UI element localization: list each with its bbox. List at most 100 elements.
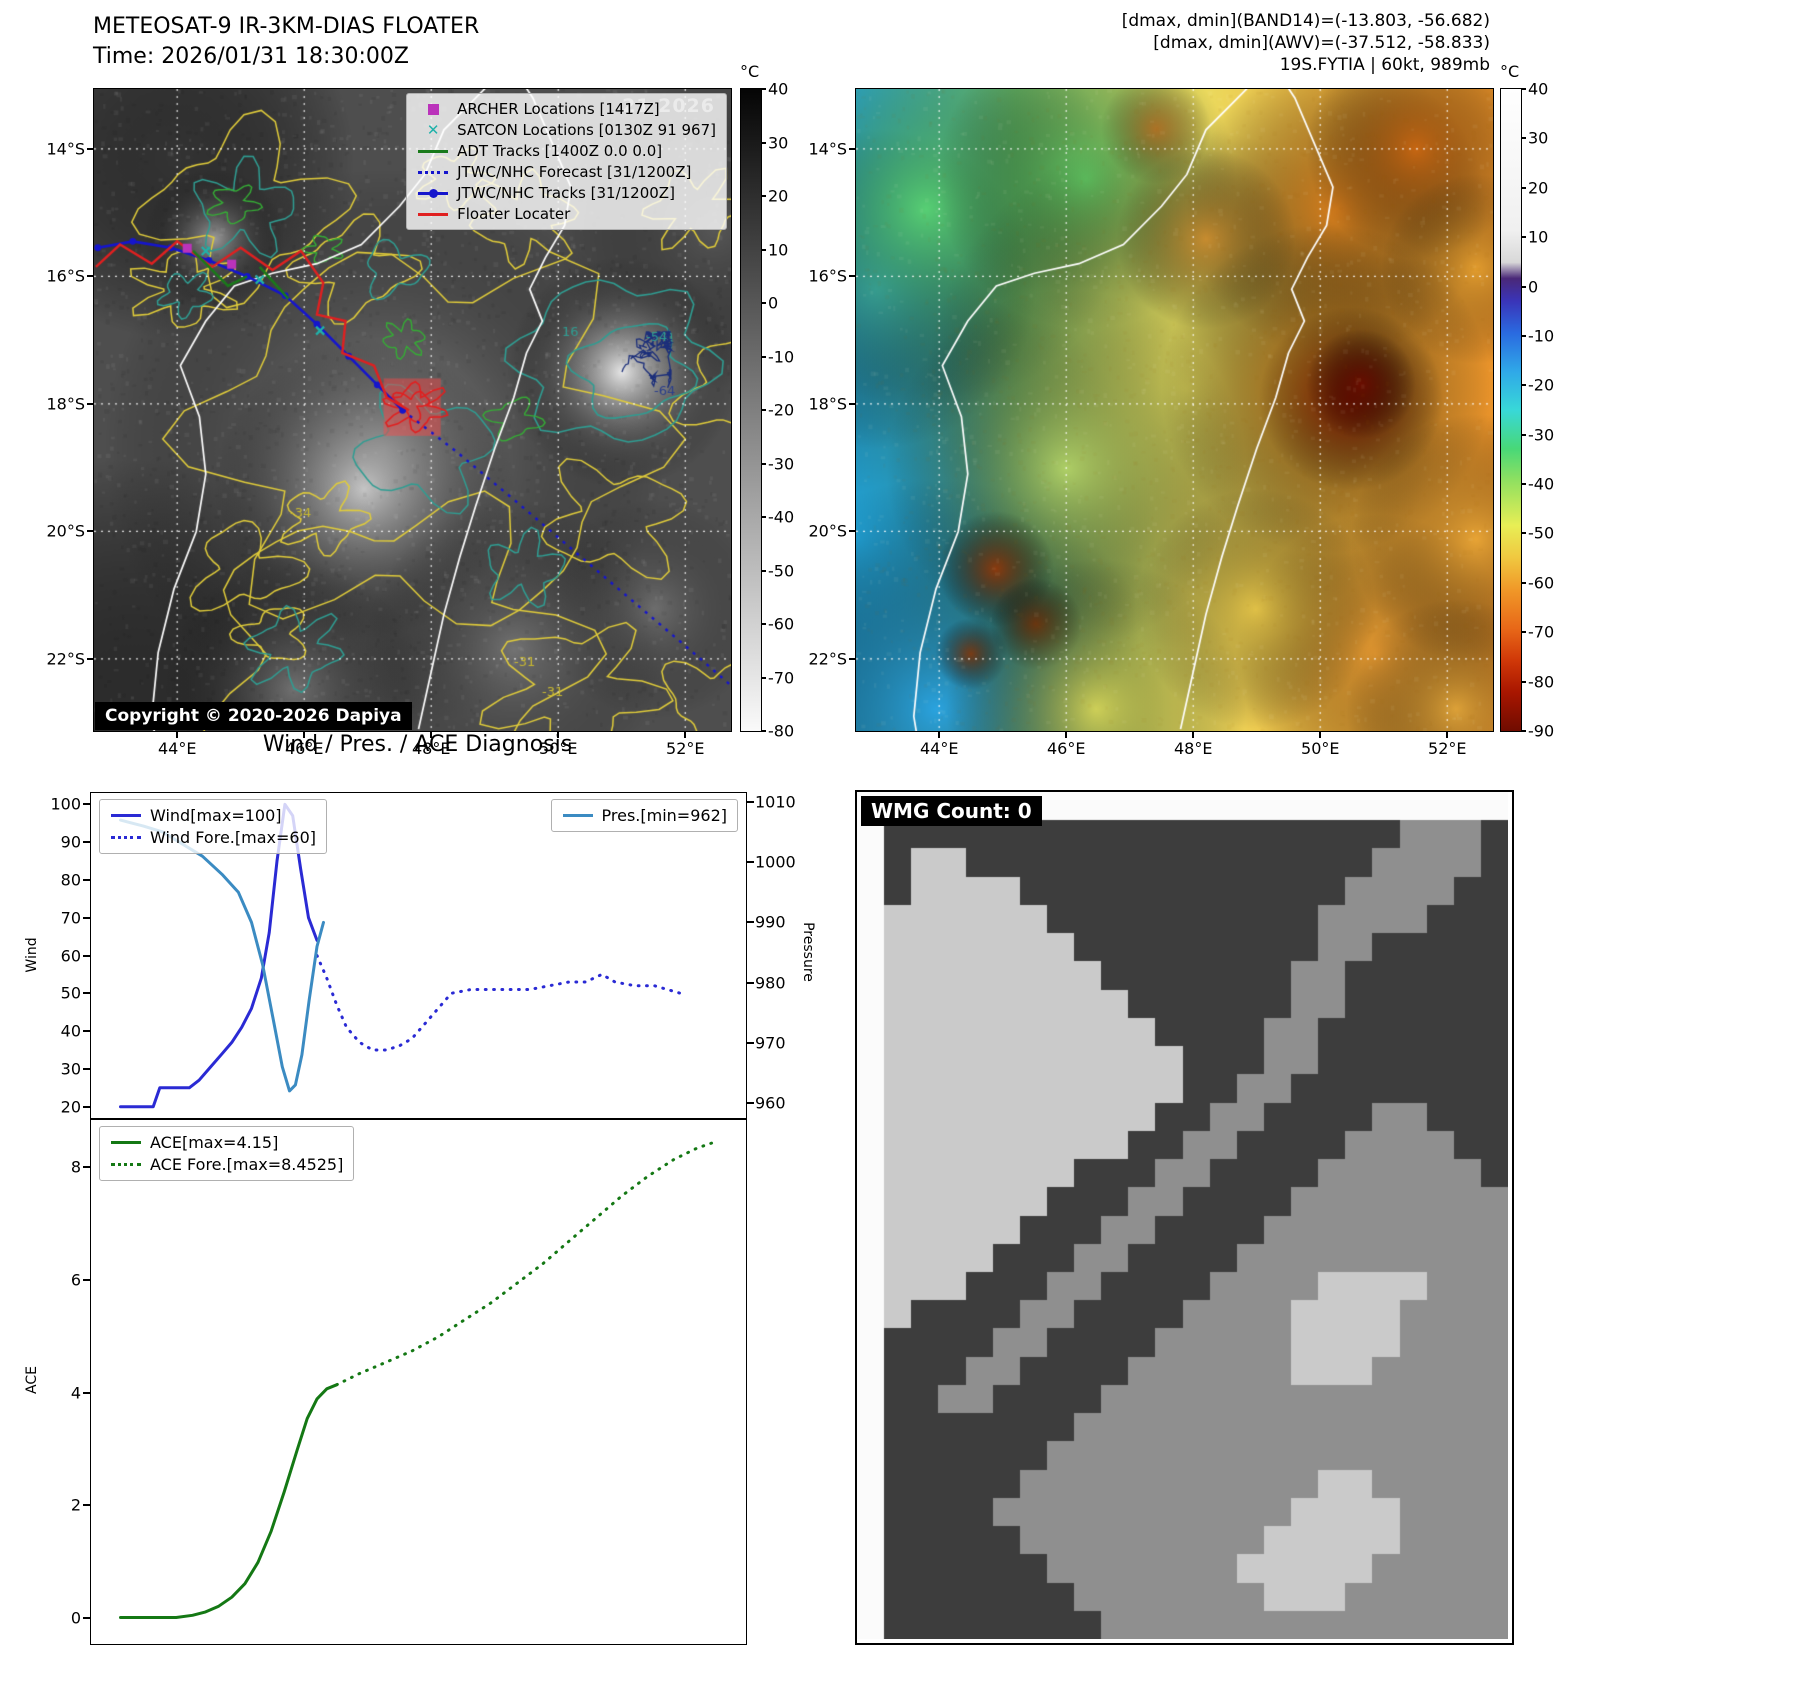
lon-tick-mark xyxy=(303,731,306,738)
colorbar-tick-label: -10 xyxy=(1528,326,1555,346)
series-line xyxy=(315,954,682,1052)
colorbar-unit-left: °C xyxy=(740,62,760,81)
legend-marker-x: ✕ xyxy=(426,121,440,139)
lon-tick-mark xyxy=(938,731,941,738)
lat-tick-mark xyxy=(87,275,94,278)
lat-tick-label: 14°S xyxy=(808,139,847,159)
legend-marker-line xyxy=(417,207,449,221)
lon-tick-label: 48°E xyxy=(412,739,451,758)
lat-tick-label: 18°S xyxy=(46,394,85,414)
colorbar-tick-mark xyxy=(761,623,766,625)
legend-item: ✕ SATCON Locations [0130Z 91 967] xyxy=(417,121,716,139)
y2-tick-label: 960 xyxy=(755,1093,786,1113)
lat-tick-label: 18°S xyxy=(808,394,847,414)
colorbar-tick-label: -70 xyxy=(1528,622,1555,642)
y2-tick-mark xyxy=(746,861,754,864)
legend-label: JTWC/NHC Tracks [31/1200Z] xyxy=(457,184,675,202)
y-tick-mark xyxy=(83,1279,91,1282)
legend-marker-line xyxy=(110,809,142,823)
y-tick-mark xyxy=(83,1617,91,1620)
colorbar-tick-label: -70 xyxy=(768,668,795,687)
y-tick-mark xyxy=(83,992,91,995)
legend-item: JTWC/NHC Forecast [31/1200Z] xyxy=(417,163,716,181)
ir-color-satellite-image xyxy=(856,89,1493,731)
storm-info-header: [dmax, dmin](BAND14)=(-13.803, -56.682) … xyxy=(1122,10,1490,76)
colorbar-tick-mark xyxy=(761,730,766,732)
colorbar-tick-mark xyxy=(761,516,766,518)
lat-tick-mark xyxy=(849,530,856,533)
legend-label: ACE[max=4.15] xyxy=(150,1132,279,1152)
y-tick-label: 100 xyxy=(50,794,81,814)
legend-marker-line-dot xyxy=(417,186,449,200)
time-label: Time: 2026/01/31 18:30:00Z xyxy=(93,44,409,69)
legend-item: Wind[max=100] xyxy=(110,806,316,825)
lon-tick-mark xyxy=(430,731,433,738)
lat-tick-label: 16°S xyxy=(46,266,85,286)
legend-item: JTWC/NHC Tracks [31/1200Z] xyxy=(417,184,716,202)
colorbar-tick-mark xyxy=(1521,236,1526,239)
y-tick-label: 60 xyxy=(60,946,81,965)
legend-label: ADT Tracks [1400Z 0.0 0.0] xyxy=(457,142,663,160)
colorbar-tick-label: -20 xyxy=(768,400,795,420)
legend-marker-dotted xyxy=(417,165,449,179)
colorbar-unit-right: °C xyxy=(1500,62,1520,81)
lat-tick-mark xyxy=(849,657,856,660)
legend-item: ADT Tracks [1400Z 0.0 0.0] xyxy=(417,142,716,160)
colorbar-tick-label: 10 xyxy=(1528,227,1549,247)
legend-label: Wind[max=100] xyxy=(150,806,282,825)
pressure-axis-label: Pressure xyxy=(800,922,816,982)
colorbar-tick-label: -80 xyxy=(1528,672,1555,692)
colorbar-tick-mark xyxy=(1521,532,1526,535)
colorbar-tick-mark xyxy=(1521,483,1526,486)
colorbar-tick-mark xyxy=(1521,384,1526,387)
colorbar-tick-mark xyxy=(1521,680,1526,683)
y-tick-label: 0 xyxy=(70,1608,81,1628)
y-tick-label: 30 xyxy=(60,1059,81,1079)
legend-marker-dotted xyxy=(110,831,142,845)
lon-tick-label: 48°E xyxy=(1174,739,1213,758)
colorbar-tick-mark xyxy=(761,88,766,90)
colorbar-tick-label: -10 xyxy=(768,347,795,366)
lon-tick-mark xyxy=(1065,731,1068,738)
y-tick-label: 2 xyxy=(70,1495,81,1515)
colorbar-tick-mark xyxy=(1521,88,1526,90)
ace-legend: ACE[max=4.15] ACE Fore.[max=8.4525] xyxy=(99,1125,355,1181)
y-tick-label: 20 xyxy=(60,1097,81,1117)
legend-label: Wind Fore.[max=60] xyxy=(150,828,316,847)
legend-label: ARCHER Locations [1417Z] xyxy=(457,100,660,118)
lon-tick-mark xyxy=(557,731,560,738)
colorbar-tick-mark xyxy=(761,409,766,411)
colorbar-tick-mark xyxy=(761,462,766,465)
colorbar-tick-label: 40 xyxy=(768,79,789,99)
lat-tick-mark xyxy=(87,530,94,533)
lat-tick-mark xyxy=(87,657,94,660)
legend-marker-line xyxy=(417,144,449,158)
colorbar-tick-label: -90 xyxy=(1528,721,1555,741)
wmg-count-label: WMG Count: 0 xyxy=(861,796,1042,826)
dmax-dmin-band14: [dmax, dmin](BAND14)=(-13.803, -56.682) xyxy=(1121,11,1490,31)
colorbar-tick-label: -60 xyxy=(1528,573,1555,593)
colorbar-tick-mark xyxy=(1521,631,1526,634)
colorbar-tick-label: 30 xyxy=(768,133,789,152)
colorbar-tick-mark xyxy=(1521,730,1526,732)
colorbar-tick-label: 10 xyxy=(768,240,789,259)
series-line xyxy=(119,818,325,1093)
lat-tick-mark xyxy=(87,402,94,405)
colorbar-tick-mark xyxy=(1521,581,1526,584)
y-tick-mark xyxy=(83,1504,91,1507)
ace-plot xyxy=(119,1140,715,1619)
colorbar-tick-mark xyxy=(1521,186,1526,189)
ir-gray-map-panel: 21 2026 ARCHER Locations [1417Z]✕SATCON … xyxy=(46,88,732,758)
legend-marker-square xyxy=(417,102,449,116)
colorbar-tick-mark xyxy=(1521,285,1526,288)
colorbar-tick-label: -50 xyxy=(768,561,795,580)
wind-legend: Wind[max=100] Wind Fore.[max=60] xyxy=(99,799,327,854)
ir-color-map-panel: 14°S 16°S 18°S 20°S 22°S 44°E 46°E 48°E 50°E 52°E xyxy=(808,88,1494,758)
colorbar-tick-label: -20 xyxy=(1528,375,1555,395)
legend-item: ARCHER Locations [1417Z] xyxy=(417,100,716,118)
wmg-panel: WMG Count: 0 xyxy=(855,790,1514,1645)
wind-pressure-chart: Wind[max=100] Wind Fore.[max=60] Pres.[mi… xyxy=(50,792,796,1119)
ace-axis-label: ACE xyxy=(24,1366,40,1394)
y2-tick-label: 1000 xyxy=(755,852,796,872)
diagnosis-title: Wind / Pres. / ACE Diagnosis xyxy=(262,732,573,757)
